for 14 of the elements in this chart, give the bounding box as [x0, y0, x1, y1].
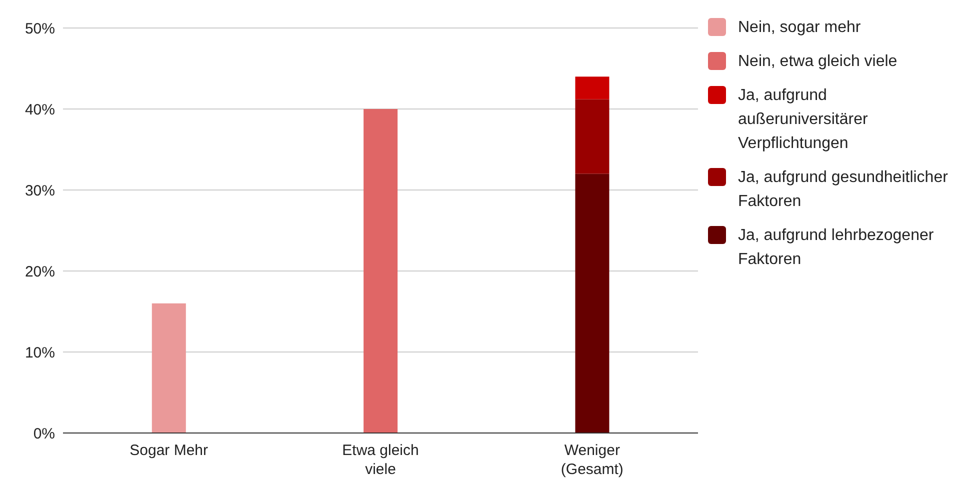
x-tick-label: Etwa gleich viele [342, 442, 419, 478]
x-tick-label: Weniger (Gesamt) [560, 442, 624, 478]
y-tick-label: 50% [24, 20, 55, 38]
legend-label: Ja, aufgrund gesundheitlicher Faktoren [738, 168, 948, 212]
legend-label: Nein, sogar mehr [738, 18, 862, 38]
y-tick-label: 30% [24, 182, 55, 200]
y-tick-label: 40% [24, 101, 55, 118]
y-tick-label: 20% [24, 263, 55, 280]
x-tick-label: Sogar Mehr [130, 442, 208, 459]
y-tick-label: 0% [33, 425, 55, 442]
legend-label: Nein, etwa gleich viele [738, 52, 898, 72]
legend-label: Ja, aufgrund lehrbezogener Faktoren [738, 226, 935, 270]
y-tick-label: 10% [24, 344, 55, 362]
legend-label: Ja, aufgrund außeruniversitärer Verpflichtungen [738, 86, 869, 154]
